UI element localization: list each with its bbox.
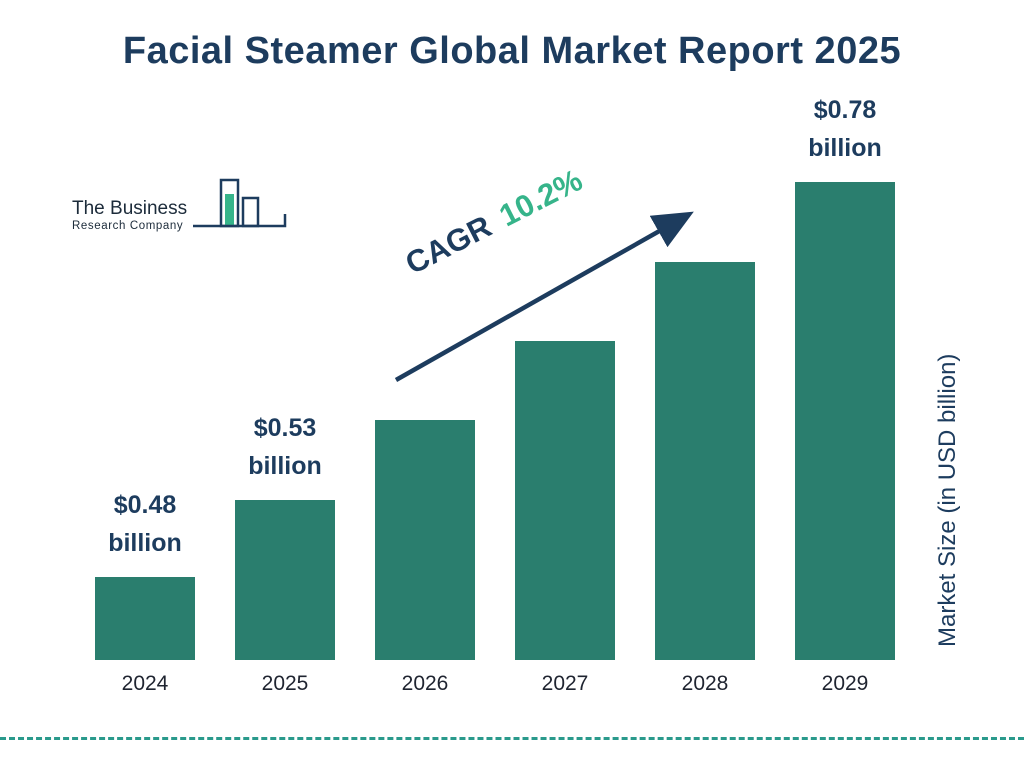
bar-year-label: 2027 (541, 672, 589, 695)
bar (655, 262, 755, 660)
company-logo: The Business Research Company (72, 178, 289, 240)
bar-column: 2027 (515, 341, 615, 700)
bar-year-label: 2026 (401, 672, 449, 695)
bar-value-label: $0.78 billion (808, 95, 882, 163)
bar-column: 2026 (375, 420, 475, 700)
y-axis-label: Market Size (in USD billion) (934, 353, 961, 647)
bar (375, 420, 475, 660)
bar-year-label: 2029 (821, 672, 869, 695)
bar-column: $0.53 billion 2025 (235, 409, 335, 701)
bar (795, 182, 895, 660)
bar (95, 577, 195, 660)
bar (235, 500, 335, 660)
company-logo-line1: The Business (72, 198, 188, 219)
company-logo-text: The Business Research Company (72, 198, 187, 240)
bar-column: 2028 (655, 262, 755, 700)
company-logo-bars-icon (193, 178, 289, 240)
bar-value-label: $0.53 billion (248, 413, 322, 481)
bar-chart: $0.48 billion 2024 $0.53 billion 2025 2026 2027… (95, 96, 895, 701)
bottom-dashed-divider (0, 737, 1024, 740)
bar-year-label: 2028 (681, 672, 729, 695)
chart-title: Facial Steamer Global Market Report 2025 (122, 30, 902, 72)
bar-column: $0.48 billion 2024 (95, 486, 195, 701)
bar-year-label: 2024 (121, 672, 169, 695)
company-logo-line2: Research Company (72, 220, 184, 232)
bar (515, 341, 615, 660)
bar-column: $0.78 billion 2029 (795, 91, 895, 701)
bar-value-label: $0.48 billion (108, 490, 182, 558)
bar-year-label: 2025 (261, 672, 309, 695)
